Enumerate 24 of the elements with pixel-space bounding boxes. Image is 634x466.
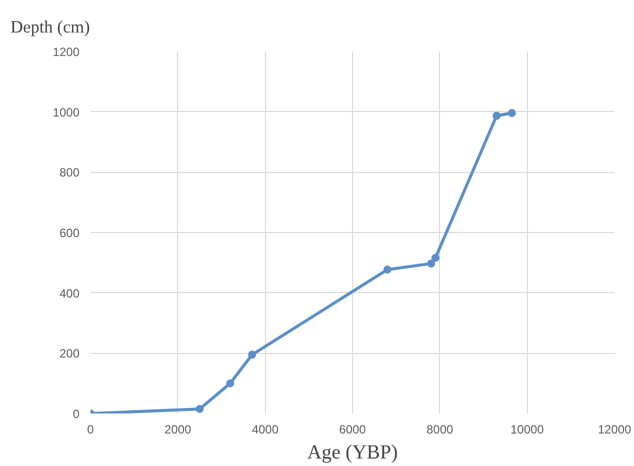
x-tick-label: 12000 <box>598 422 632 436</box>
x-axis-title: Age (YBP) <box>307 442 398 464</box>
x-tick-label: 0 <box>87 422 94 436</box>
point <box>248 350 256 359</box>
point <box>431 254 440 262</box>
y-tick-label: 600 <box>59 226 80 240</box>
point <box>427 260 436 268</box>
x-tick-label: 2000 <box>164 422 192 436</box>
point <box>226 379 234 388</box>
point <box>383 266 392 274</box>
x-tick-label: 10000 <box>510 422 544 436</box>
y-tick-label: 400 <box>59 286 80 300</box>
point <box>196 404 204 413</box>
y-axis-title: Depth (cm) <box>10 18 90 36</box>
y-tick-label: 0 <box>72 407 80 421</box>
y-tick-label: 200 <box>59 346 80 361</box>
y-tick-label: 1200 <box>52 45 80 59</box>
point <box>492 112 501 120</box>
x-tick-label: 6000 <box>339 422 366 436</box>
y-tick-label: 800 <box>59 166 80 180</box>
x-tick-label: 8000 <box>426 422 454 436</box>
y-tick-label: 1000 <box>52 105 80 120</box>
point <box>508 109 516 118</box>
x-tick-label: 4000 <box>252 422 279 436</box>
